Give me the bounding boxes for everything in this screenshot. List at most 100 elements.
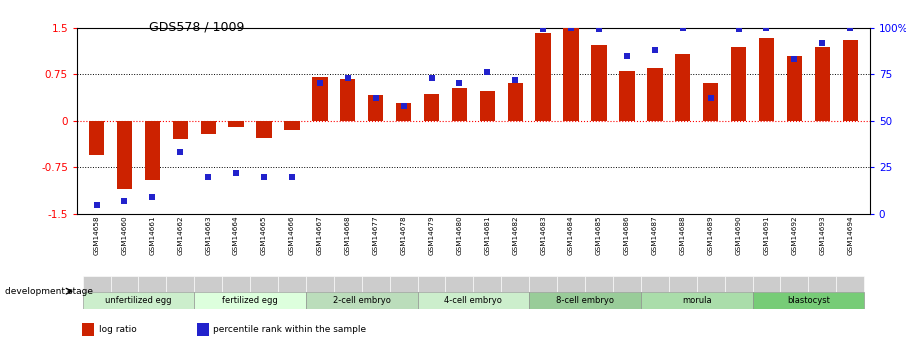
Point bbox=[313, 81, 327, 86]
Bar bbox=[117, 121, 132, 189]
Bar bbox=[535, 32, 551, 121]
Bar bbox=[340, 79, 355, 121]
Bar bbox=[843, 40, 858, 121]
Bar bbox=[284, 121, 300, 130]
Bar bbox=[452, 88, 467, 121]
Bar bbox=[200, 121, 216, 135]
Bar bbox=[278, 276, 306, 293]
Bar bbox=[396, 104, 411, 121]
Bar bbox=[585, 276, 613, 293]
Text: morula: morula bbox=[682, 296, 711, 305]
Point bbox=[452, 81, 467, 86]
Bar bbox=[836, 276, 864, 293]
Bar bbox=[529, 293, 641, 309]
Bar bbox=[479, 91, 495, 121]
Point bbox=[396, 103, 410, 109]
Text: development stage: development stage bbox=[5, 287, 92, 296]
Bar bbox=[82, 276, 111, 293]
Text: GSM14688: GSM14688 bbox=[680, 215, 686, 255]
Bar bbox=[619, 71, 634, 121]
Text: GSM14685: GSM14685 bbox=[596, 215, 602, 255]
Bar bbox=[647, 68, 662, 121]
Point bbox=[284, 174, 299, 179]
Text: GSM14679: GSM14679 bbox=[429, 215, 435, 255]
Bar bbox=[424, 94, 439, 121]
Bar bbox=[669, 276, 697, 293]
Point bbox=[369, 96, 383, 101]
Text: blastocyst: blastocyst bbox=[787, 296, 830, 305]
Text: GSM14666: GSM14666 bbox=[289, 215, 295, 255]
Text: GSM14658: GSM14658 bbox=[93, 215, 100, 255]
Bar bbox=[194, 276, 222, 293]
Point bbox=[536, 27, 551, 32]
Text: GSM14665: GSM14665 bbox=[261, 215, 267, 255]
Point bbox=[201, 174, 216, 179]
Bar bbox=[418, 293, 529, 309]
Bar bbox=[313, 77, 328, 121]
Text: GSM14684: GSM14684 bbox=[568, 215, 574, 255]
Point bbox=[620, 53, 634, 58]
Text: GSM14668: GSM14668 bbox=[345, 215, 351, 255]
Text: GSM14660: GSM14660 bbox=[121, 215, 128, 255]
Bar bbox=[473, 276, 501, 293]
Bar bbox=[675, 54, 690, 121]
Text: GSM14677: GSM14677 bbox=[372, 215, 379, 255]
Text: GSM14687: GSM14687 bbox=[651, 215, 658, 255]
Bar bbox=[753, 276, 780, 293]
Point bbox=[117, 198, 131, 204]
Bar bbox=[507, 83, 523, 121]
Bar bbox=[725, 276, 753, 293]
Bar bbox=[333, 276, 361, 293]
Point bbox=[787, 57, 802, 62]
Bar bbox=[197, 324, 208, 335]
Bar bbox=[418, 276, 446, 293]
Text: unfertilized egg: unfertilized egg bbox=[105, 296, 171, 305]
Text: GSM14662: GSM14662 bbox=[178, 215, 183, 255]
Point bbox=[229, 170, 244, 176]
Bar bbox=[703, 83, 718, 121]
Text: GSM14690: GSM14690 bbox=[736, 215, 742, 255]
Text: GSM14692: GSM14692 bbox=[792, 215, 797, 255]
Bar bbox=[390, 276, 418, 293]
Text: GSM14691: GSM14691 bbox=[764, 215, 769, 255]
Point bbox=[424, 75, 439, 81]
Point bbox=[703, 96, 718, 101]
Bar bbox=[194, 293, 306, 309]
Point bbox=[341, 75, 355, 81]
Point bbox=[843, 25, 857, 30]
Bar bbox=[697, 276, 725, 293]
Bar bbox=[361, 276, 390, 293]
Bar bbox=[82, 293, 194, 309]
Bar bbox=[228, 121, 244, 127]
Bar bbox=[641, 293, 753, 309]
Point bbox=[90, 202, 104, 207]
Text: 2-cell embryo: 2-cell embryo bbox=[333, 296, 390, 305]
Point bbox=[564, 25, 578, 30]
Point bbox=[145, 194, 159, 200]
Text: GSM14663: GSM14663 bbox=[205, 215, 211, 255]
Text: GSM14694: GSM14694 bbox=[847, 215, 853, 255]
Bar bbox=[753, 293, 864, 309]
Bar bbox=[250, 276, 278, 293]
Bar bbox=[139, 276, 167, 293]
Point bbox=[508, 77, 523, 82]
Bar bbox=[641, 276, 669, 293]
Bar bbox=[368, 95, 383, 121]
Text: GSM14678: GSM14678 bbox=[400, 215, 407, 255]
Text: GSM14686: GSM14686 bbox=[624, 215, 630, 255]
Text: GSM14664: GSM14664 bbox=[233, 215, 239, 255]
Bar bbox=[167, 276, 194, 293]
Bar bbox=[173, 121, 188, 139]
Text: GSM14693: GSM14693 bbox=[819, 215, 825, 255]
Bar bbox=[613, 276, 641, 293]
Bar bbox=[82, 324, 94, 335]
Bar bbox=[808, 276, 836, 293]
Text: 4-cell embryo: 4-cell embryo bbox=[445, 296, 502, 305]
Bar bbox=[306, 276, 333, 293]
Text: GSM14682: GSM14682 bbox=[512, 215, 518, 255]
Text: GSM14680: GSM14680 bbox=[457, 215, 462, 255]
Bar bbox=[592, 45, 607, 121]
Bar bbox=[731, 48, 747, 121]
Bar bbox=[111, 276, 139, 293]
Text: fertilized egg: fertilized egg bbox=[222, 296, 278, 305]
